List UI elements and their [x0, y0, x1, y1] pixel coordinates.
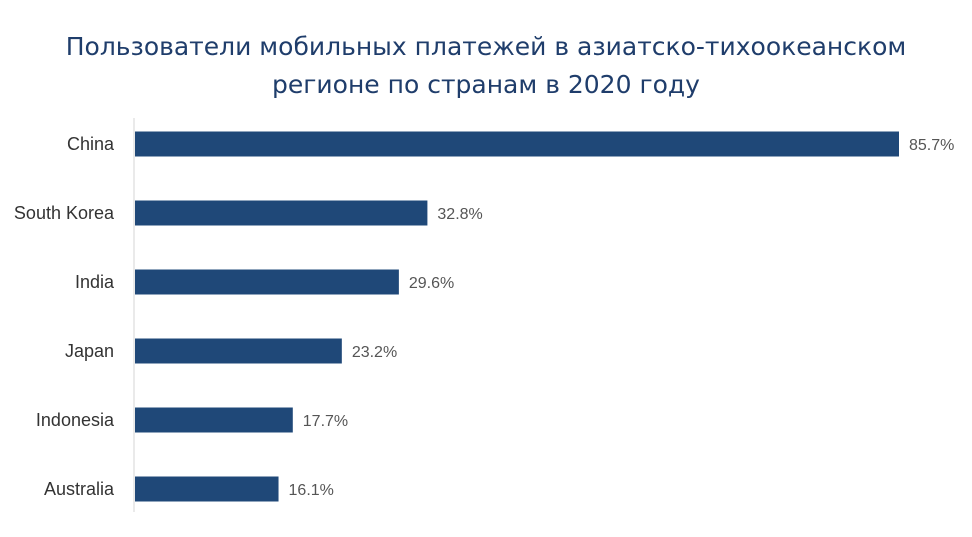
- category-label: Australia: [44, 479, 115, 499]
- chart-title: Пользователи мобильных платежей в азиатс…: [0, 28, 972, 104]
- bar-australia: [135, 476, 279, 502]
- value-label: 17.7%: [303, 413, 348, 430]
- value-label: 16.1%: [289, 482, 334, 499]
- bar-india: [135, 269, 399, 295]
- chart-title-line-1: Пользователи мобильных платежей в азиатс…: [65, 32, 907, 61]
- bar-china: [135, 131, 899, 157]
- bar-indonesia: [135, 407, 293, 433]
- category-label: Japan: [65, 341, 114, 361]
- value-label: 29.6%: [409, 275, 454, 292]
- value-label: 23.2%: [352, 344, 397, 361]
- chart-title-line-2: регионе по странам в 2020 году: [272, 70, 700, 99]
- category-label: Indonesia: [36, 410, 115, 430]
- category-label: China: [67, 134, 115, 154]
- category-label: South Korea: [14, 203, 115, 223]
- category-label: India: [75, 272, 115, 292]
- value-label: 85.7%: [909, 137, 954, 154]
- value-label: 32.8%: [437, 206, 482, 223]
- bar-japan: [135, 338, 342, 364]
- bar-south-korea: [135, 200, 428, 226]
